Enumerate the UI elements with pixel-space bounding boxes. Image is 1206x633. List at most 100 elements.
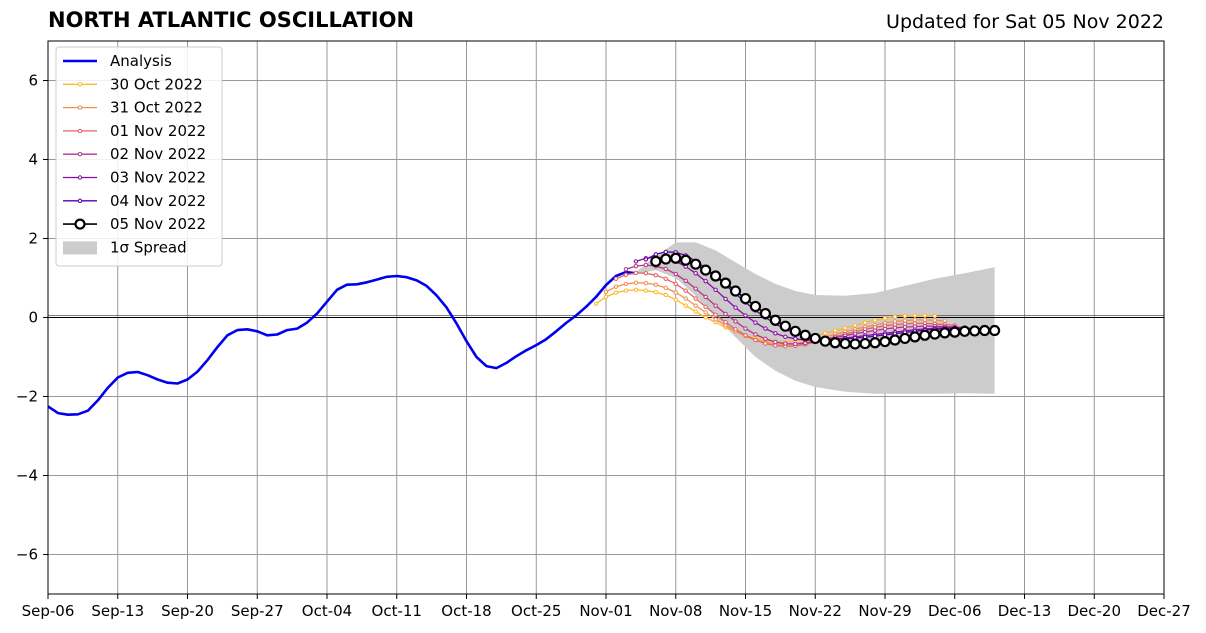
forecast-point bbox=[763, 336, 768, 342]
forecast-point bbox=[869, 337, 881, 349]
forecast-point bbox=[643, 262, 649, 268]
forecast-point bbox=[643, 280, 649, 286]
zero-line bbox=[48, 315, 1164, 318]
legend-entry: 01 Nov 2022 bbox=[63, 122, 206, 140]
forecast-point bbox=[653, 273, 659, 278]
x-tick-label: Dec-13 bbox=[998, 602, 1052, 620]
forecast-point bbox=[713, 303, 718, 308]
forecast-point bbox=[882, 316, 888, 321]
forecast-point bbox=[783, 334, 788, 340]
forecast-point bbox=[743, 326, 748, 331]
forecast-point bbox=[673, 290, 678, 295]
chart-title: NORTH ATLANTIC OSCILLATION bbox=[48, 8, 415, 32]
forecast-point bbox=[623, 288, 629, 293]
forecast-point bbox=[739, 292, 752, 305]
forecast-point bbox=[613, 284, 619, 289]
legend-label: 1σ Spread bbox=[110, 238, 187, 256]
forecast-point bbox=[623, 267, 629, 272]
legend-entry: 30 Oct 2022 bbox=[63, 75, 203, 93]
forecast-point bbox=[763, 341, 768, 346]
forecast-point bbox=[989, 324, 1001, 337]
legend-entry: Analysis bbox=[63, 52, 172, 70]
legend-label: 30 Oct 2022 bbox=[110, 75, 203, 93]
forecast-point bbox=[899, 332, 911, 345]
forecast-point bbox=[949, 326, 961, 338]
forecast-point bbox=[922, 317, 928, 323]
legend-swatch-marker bbox=[77, 152, 83, 157]
forecast-point bbox=[759, 307, 772, 320]
forecast-point bbox=[643, 271, 649, 276]
forecast-point bbox=[749, 300, 762, 313]
legend-entry: 02 Nov 2022 bbox=[63, 145, 206, 163]
forecast-point bbox=[793, 341, 798, 347]
forecast-point bbox=[673, 297, 678, 302]
forecast-point bbox=[613, 290, 619, 295]
x-tick-label: Nov-01 bbox=[579, 602, 632, 620]
forecast-point bbox=[879, 335, 891, 348]
legend-label: 04 Nov 2022 bbox=[110, 192, 206, 210]
forecast-point bbox=[643, 257, 649, 262]
y-tick-label: 6 bbox=[28, 72, 38, 90]
forecast-point bbox=[769, 314, 781, 326]
forecast-point bbox=[603, 294, 609, 300]
y-tick-label: −6 bbox=[16, 546, 38, 564]
forecast-point bbox=[663, 292, 668, 298]
forecast-point bbox=[862, 320, 868, 325]
forecast-point bbox=[733, 319, 738, 324]
legend-entry: 31 Oct 2022 bbox=[63, 99, 203, 117]
x-tick-label: Nov-29 bbox=[858, 602, 911, 620]
forecast-point bbox=[673, 281, 678, 287]
y-axis: 6 4 2 0 −2 −4 −6 bbox=[16, 72, 48, 564]
x-tick-label: Oct-18 bbox=[441, 602, 491, 620]
forecast-point bbox=[892, 325, 898, 330]
forecast-point bbox=[743, 333, 748, 338]
forecast-point bbox=[829, 337, 841, 349]
forecast-point bbox=[882, 326, 888, 332]
forecast-point bbox=[872, 328, 878, 333]
forecast-point bbox=[683, 303, 688, 308]
forecast-point bbox=[633, 280, 639, 285]
y-tick-label: −4 bbox=[16, 467, 38, 485]
forecast-point bbox=[703, 310, 708, 315]
forecast-point bbox=[922, 313, 928, 318]
forecast-point bbox=[753, 320, 758, 325]
legend-entry: 03 Nov 2022 bbox=[63, 169, 206, 187]
x-tick-label: Sep-13 bbox=[91, 602, 144, 620]
x-tick-label: Sep-20 bbox=[161, 602, 214, 620]
forecast-point bbox=[872, 318, 878, 323]
y-tick-label: 0 bbox=[28, 309, 38, 327]
forecast-point bbox=[832, 328, 838, 333]
forecast-point bbox=[663, 249, 668, 255]
forecast-point bbox=[653, 252, 659, 257]
forecast-point bbox=[633, 259, 639, 264]
x-tick-label: Dec-20 bbox=[1067, 602, 1121, 620]
forecast-point bbox=[909, 331, 921, 343]
forecast-point bbox=[753, 332, 758, 337]
legend-entry: 04 Nov 2022 bbox=[63, 192, 206, 210]
forecast-point bbox=[919, 329, 931, 341]
x-tick-label: Oct-04 bbox=[302, 602, 352, 620]
forecast-point bbox=[733, 305, 738, 310]
x-tick-label: Nov-22 bbox=[789, 602, 842, 620]
x-tick-label: Sep-06 bbox=[22, 602, 75, 620]
forecast-point bbox=[633, 270, 639, 276]
forecast-point bbox=[703, 278, 708, 284]
forecast-point bbox=[753, 337, 758, 343]
forecast-point bbox=[862, 329, 868, 335]
forecast-point bbox=[680, 254, 692, 266]
forecast-point bbox=[623, 272, 629, 278]
forecast-point bbox=[842, 325, 848, 331]
forecast-point bbox=[969, 325, 981, 337]
forecast-point bbox=[683, 288, 688, 293]
x-axis: Sep-06 Sep-13 Sep-20 Sep-27 Oct-04 Oct-11 Oct-… bbox=[22, 594, 1191, 620]
legend-entry: 1σ Spread bbox=[63, 238, 187, 256]
forecast-point bbox=[852, 323, 858, 328]
forecast-point bbox=[723, 311, 728, 317]
forecast-point bbox=[670, 252, 682, 264]
forecast-point bbox=[939, 327, 951, 339]
y-tick-label: 4 bbox=[28, 151, 38, 169]
forecast-point bbox=[932, 313, 938, 319]
legend-swatch-marker bbox=[77, 128, 83, 134]
forecast-point bbox=[643, 288, 649, 293]
forecast-point bbox=[703, 294, 708, 300]
